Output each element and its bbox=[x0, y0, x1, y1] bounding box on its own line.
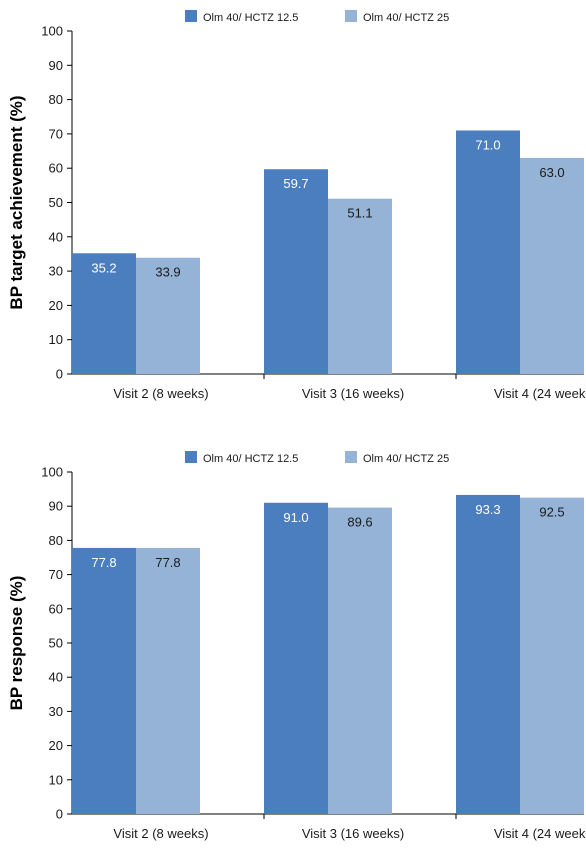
bar-hctz-25 bbox=[136, 257, 200, 374]
y-tick-label: 30 bbox=[49, 264, 63, 279]
legend-swatch-1 bbox=[185, 10, 197, 22]
y-tick-label: 80 bbox=[49, 92, 63, 107]
y-tick-label: 100 bbox=[41, 465, 63, 480]
data-label: 63.0 bbox=[539, 165, 564, 180]
data-label: 77.8 bbox=[155, 555, 180, 570]
legend-label-2: Olm 40/ HCTZ 25 bbox=[363, 12, 449, 24]
legend-label-1: Olm 40/ HCTZ 12.5 bbox=[203, 453, 298, 465]
bar-hctz-12-5 bbox=[72, 253, 136, 374]
x-tick-label: Visit 2 (8 weeks) bbox=[113, 386, 208, 401]
y-tick-label: 10 bbox=[49, 332, 63, 347]
legend-label-1: Olm 40/ HCTZ 12.5 bbox=[203, 12, 298, 24]
x-tick-label: Visit 3 (16 weeks) bbox=[302, 386, 404, 401]
data-label: 93.3 bbox=[475, 502, 500, 517]
y-tick-label: 70 bbox=[49, 126, 63, 141]
y-tick-label: 60 bbox=[49, 601, 63, 616]
data-label: 91.0 bbox=[283, 510, 308, 525]
y-tick-label: 0 bbox=[56, 367, 63, 382]
y-tick-label: 100 bbox=[41, 24, 63, 39]
bar-hctz-12-5 bbox=[264, 502, 328, 814]
data-label: 89.6 bbox=[347, 515, 372, 530]
bar-hctz-25 bbox=[328, 507, 392, 814]
chart-2: Olm 40/ HCTZ 12.5 Olm 40/ HCTZ 25 0 10 20 30 4… bbox=[7, 451, 586, 841]
y-axis-label: BP target achievement (%) bbox=[7, 95, 26, 309]
y-tick-label: 80 bbox=[49, 533, 63, 548]
y-tick-label: 0 bbox=[56, 807, 63, 822]
data-label: 77.8 bbox=[91, 555, 116, 570]
bar-hctz-12-5 bbox=[456, 130, 520, 374]
y-tick-label: 20 bbox=[49, 738, 63, 753]
y-axis-label: BP response (%) bbox=[7, 576, 26, 711]
legend-swatch-2 bbox=[345, 451, 357, 463]
x-tick-label: Visit 4 (24 weeks) bbox=[494, 826, 586, 841]
y-tick-label: 30 bbox=[49, 704, 63, 719]
y-tick-label: 10 bbox=[49, 772, 63, 787]
y-tick-label: 50 bbox=[49, 636, 63, 651]
data-label: 92.5 bbox=[539, 505, 564, 520]
bar-hctz-12-5 bbox=[264, 169, 328, 374]
bar-hctz-12-5 bbox=[72, 547, 136, 814]
chart-1: Olm 40/ HCTZ 12.5 Olm 40/ HCTZ 25 0 10 20 30 4… bbox=[7, 10, 586, 401]
data-label: 51.1 bbox=[347, 206, 372, 221]
legend-label-2: Olm 40/ HCTZ 25 bbox=[363, 453, 449, 465]
data-label: 59.7 bbox=[283, 176, 308, 191]
y-tick-label: 20 bbox=[49, 298, 63, 313]
y-tick-label: 50 bbox=[49, 195, 63, 210]
y-tick-label: 90 bbox=[49, 58, 63, 73]
bar-hctz-25 bbox=[328, 198, 392, 374]
x-tick-label: Visit 2 (8 weeks) bbox=[113, 826, 208, 841]
legend-swatch-2 bbox=[345, 10, 357, 22]
bar-hctz-25 bbox=[520, 157, 584, 374]
y-tick-label: 40 bbox=[49, 229, 63, 244]
bar-hctz-12-5 bbox=[456, 494, 520, 814]
y-tick-label: 40 bbox=[49, 670, 63, 685]
y-tick-label: 90 bbox=[49, 499, 63, 514]
x-tick-label: Visit 3 (16 weeks) bbox=[302, 826, 404, 841]
data-label: 35.2 bbox=[91, 260, 116, 275]
y-tick-label: 70 bbox=[49, 567, 63, 582]
x-tick-label: Visit 4 (24 weeks) bbox=[494, 386, 586, 401]
bar-hctz-25 bbox=[136, 547, 200, 814]
y-tick-label: 60 bbox=[49, 161, 63, 176]
data-label: 33.9 bbox=[155, 265, 180, 280]
legend-swatch-1 bbox=[185, 451, 197, 463]
bar-hctz-25 bbox=[520, 497, 584, 814]
data-label: 71.0 bbox=[475, 137, 500, 152]
